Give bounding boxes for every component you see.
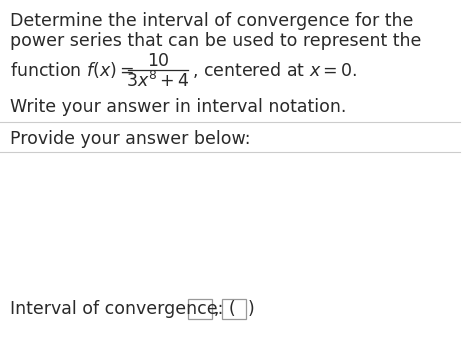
Text: Write your answer in interval notation.: Write your answer in interval notation. <box>10 98 346 116</box>
Text: $3x^8 + 4$: $3x^8 + 4$ <box>126 71 190 91</box>
Text: Provide your answer below:: Provide your answer below: <box>10 130 250 148</box>
Text: power series that can be used to represent the: power series that can be used to represe… <box>10 32 421 50</box>
Text: ): ) <box>248 300 255 318</box>
Text: ,: , <box>214 300 219 318</box>
Text: , centered at $x = 0.$: , centered at $x = 0.$ <box>192 60 357 80</box>
Bar <box>222 299 246 319</box>
Text: Determine the interval of convergence for the: Determine the interval of convergence fo… <box>10 12 413 30</box>
Bar <box>188 299 212 319</box>
Text: 10: 10 <box>147 52 169 70</box>
Text: Interval of convergence: (: Interval of convergence: ( <box>10 300 236 318</box>
Text: function $f(x) =$: function $f(x) =$ <box>10 60 135 80</box>
